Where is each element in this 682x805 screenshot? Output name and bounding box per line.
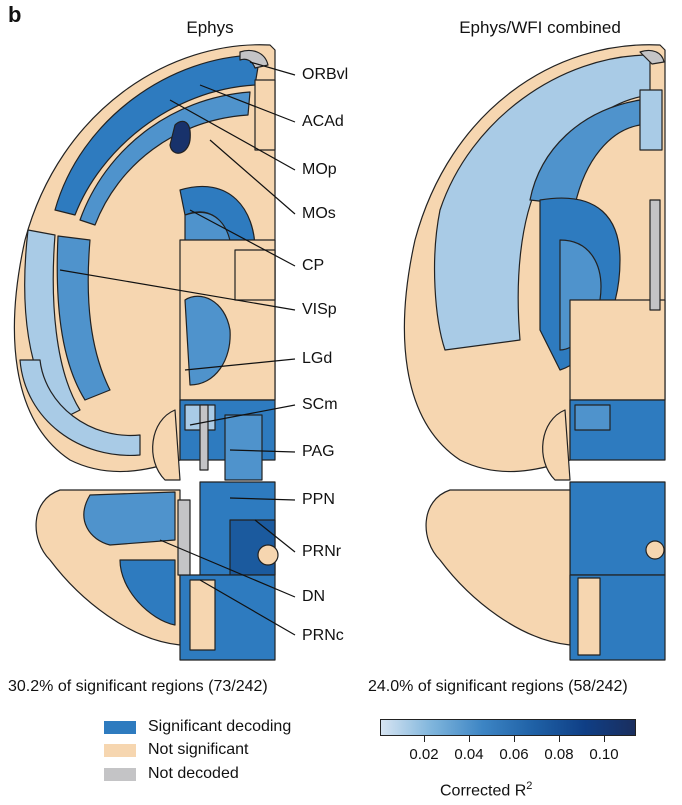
c-cortex-mid (529, 99, 641, 206)
c-grey-2 (639, 49, 665, 65)
label-mop: MOp (300, 161, 339, 179)
combined-cortex-section (403, 44, 666, 661)
label-mos: MOs (300, 205, 338, 223)
legend-significant: Significant decoding (104, 716, 291, 738)
colorbar-tick (469, 736, 470, 742)
label-prnc: PRNc (300, 627, 346, 645)
label-lgd: LGd (300, 350, 335, 368)
orbvl-grey (239, 49, 269, 69)
colorbar-title-text: Corrected R (440, 782, 527, 800)
ephys-title: Ephys (186, 18, 234, 37)
dn-grey (177, 499, 191, 576)
pons-blue-2 (119, 559, 176, 626)
colorbar (380, 719, 636, 736)
c-prnr-dot (645, 540, 665, 560)
label-ppn: PPN (300, 491, 337, 509)
scm-grey (199, 404, 209, 471)
label-orbvl: ORBvl (300, 66, 351, 84)
colorbar-tick (604, 736, 605, 742)
label-visp: VISp (300, 301, 339, 319)
legend-swatch-significant (104, 720, 136, 734)
c-scm-light (574, 404, 611, 431)
cortex-dark-spot (169, 120, 191, 154)
c-grey-1 (649, 199, 661, 311)
medulla-light (189, 579, 216, 651)
c-ppn-block (569, 481, 666, 576)
colorbar-title-sup: 2 (526, 780, 533, 792)
cortex-blue-mid (79, 91, 251, 226)
legend-label-significant: Significant decoding (148, 718, 292, 735)
cortex-lower-light (19, 359, 141, 456)
legend-swatch-not-decoded (104, 767, 136, 781)
legend-label-not-decoded: Not decoded (148, 765, 239, 782)
legend-not-decoded: Not decoded (104, 763, 239, 785)
label-dn: DN (300, 588, 328, 606)
colorbar-tick-label: 0.08 (544, 746, 574, 763)
mid-stripes (234, 249, 276, 301)
colorbar-tick-label: 0.10 (589, 746, 619, 763)
combined-stat: 24.0% of significant regions (58/242) (368, 678, 628, 695)
colorbar-title: Corrected R2 (440, 780, 532, 800)
legend-label-not-significant: Not significant (148, 741, 249, 758)
label-pag: PAG (300, 443, 337, 461)
ephys-stat: 30.2% of significant regions (73/242) (8, 678, 268, 695)
c-orb-light (639, 89, 663, 151)
prnr-dot (257, 544, 279, 566)
colorbar-tick-label: 0.02 (409, 746, 439, 763)
label-cp: CP (300, 257, 327, 275)
panel-label: b (8, 2, 22, 27)
c-mid-block (569, 299, 666, 401)
combined-title: Ephys/WFI combined (459, 18, 621, 37)
pag-block (224, 414, 263, 481)
colorbar-tick (424, 736, 425, 742)
c-pons-outline (425, 489, 571, 646)
colorbar-tick-label: 0.04 (454, 746, 484, 763)
label-leader-lines (59, 61, 296, 636)
ephys-cortex-section (13, 44, 279, 661)
legend-not-significant: Not significant (104, 739, 249, 761)
cortex-blue-band (54, 54, 261, 216)
legend-swatch-not-significant (104, 743, 136, 757)
label-acad: ACAd (300, 113, 346, 131)
colorbar-tick (559, 736, 560, 742)
c-mid-blob (542, 409, 571, 481)
lgd-blue (184, 295, 231, 386)
colorbar-tick-label: 0.06 (499, 746, 529, 763)
label-scm: SCm (300, 396, 340, 414)
mid-blob (152, 409, 181, 481)
c-medulla-light (577, 577, 601, 656)
colorbar-tick (514, 736, 515, 742)
pons-blue-1 (83, 491, 176, 546)
visp-mid (56, 235, 111, 401)
cortex-right-edge (254, 79, 276, 151)
label-prnr: PRNr (300, 543, 344, 561)
